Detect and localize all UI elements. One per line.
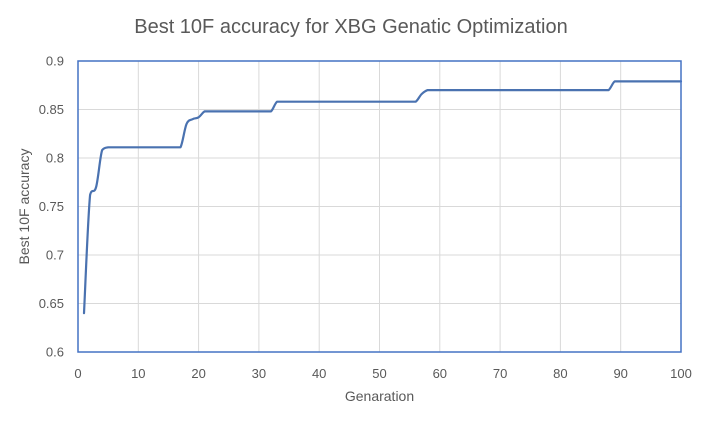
x-tick-label: 100 bbox=[670, 366, 692, 381]
x-tick-label: 90 bbox=[613, 366, 627, 381]
x-tick-label: 10 bbox=[131, 366, 145, 381]
x-tick-label: 70 bbox=[493, 366, 507, 381]
grid-lines bbox=[77, 60, 682, 353]
series-line bbox=[82, 80, 683, 315]
chart-title: Best 10F accuracy for XBG Genatic Optimi… bbox=[134, 16, 568, 38]
x-tick-label: 50 bbox=[372, 366, 386, 381]
x-tick-label: 40 bbox=[312, 366, 326, 381]
y-tick-label: 0.65 bbox=[39, 296, 64, 311]
x-axis-label: Genaration bbox=[345, 388, 414, 404]
x-tick-label: 80 bbox=[553, 366, 567, 381]
x-tick-label: 20 bbox=[191, 366, 205, 381]
y-tick-label: 0.9 bbox=[46, 54, 64, 69]
tick-labels: 0.6 0.65 0.7 0.75 0.8 0.85 0.9 0 10 20 30 40 50 60 70 8… bbox=[39, 54, 692, 382]
y-tick-label: 0.75 bbox=[39, 199, 64, 214]
x-tick-label: 60 bbox=[433, 366, 447, 381]
y-tick-label: 0.6 bbox=[46, 345, 64, 360]
y-tick-label: 0.8 bbox=[46, 151, 64, 166]
y-axis-label: Best 10F accuracy bbox=[16, 149, 32, 265]
y-tick-label: 0.85 bbox=[39, 102, 64, 117]
plot-frame bbox=[77, 60, 682, 353]
x-tick-label: 0 bbox=[74, 366, 81, 381]
y-tick-label: 0.7 bbox=[46, 248, 64, 263]
x-tick-label: 30 bbox=[252, 366, 266, 381]
